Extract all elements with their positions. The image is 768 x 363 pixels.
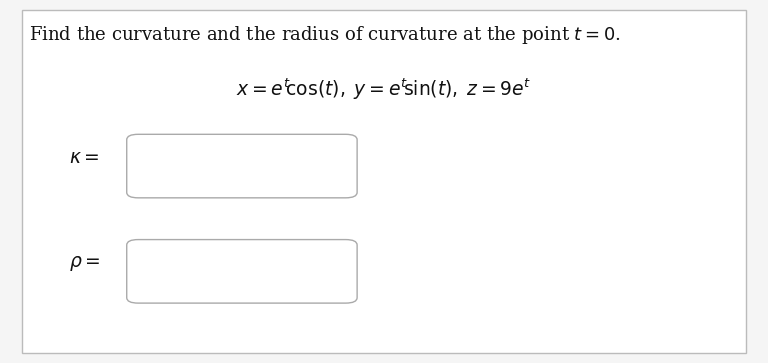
FancyBboxPatch shape <box>127 240 357 303</box>
FancyBboxPatch shape <box>127 134 357 198</box>
Text: $\rho =$: $\rho =$ <box>69 254 101 273</box>
Text: Find the curvature and the radius of curvature at the point $t = 0$.: Find the curvature and the radius of cur… <box>29 24 621 46</box>
FancyBboxPatch shape <box>22 10 746 353</box>
Text: $\kappa =$: $\kappa =$ <box>69 149 100 167</box>
Text: $x = e^t\!\cos(t),\; y = e^t\!\sin(t),\; z = 9e^t$: $x = e^t\!\cos(t),\; y = e^t\!\sin(t),\;… <box>237 76 531 102</box>
